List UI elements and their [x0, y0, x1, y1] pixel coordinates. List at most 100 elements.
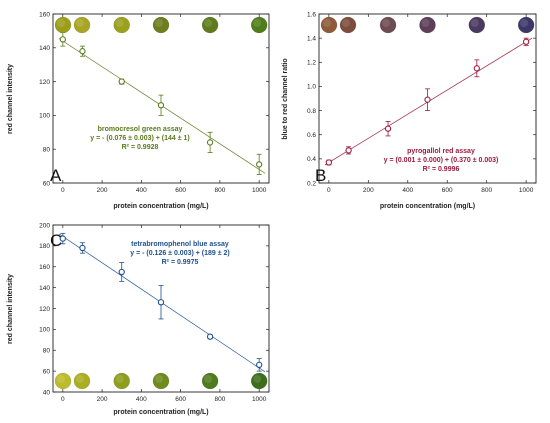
- swatch-highlight: [342, 19, 350, 27]
- x-tick-label: 200: [97, 396, 108, 403]
- y-tick-label: 160: [39, 264, 50, 271]
- sample-swatch: [419, 16, 436, 34]
- x-tick-label: 800: [214, 187, 225, 194]
- assay-name: pyrogallol red assay: [407, 148, 475, 155]
- swatch-highlight: [155, 375, 163, 383]
- y-tick-label: 1.2: [307, 60, 316, 67]
- swatch-highlight: [76, 375, 84, 383]
- y-tick-label: 40: [43, 389, 51, 396]
- x-tick-label: 400: [136, 396, 147, 403]
- x-tick-label: 400: [402, 187, 413, 194]
- x-axis-label: protein concentration (mg/L): [113, 409, 208, 416]
- y-axis-label: blue to red channel ratio: [282, 58, 289, 139]
- r-squared: R² = 0.9975: [162, 259, 199, 266]
- y-tick-label: 60: [43, 180, 51, 187]
- swatch-highlight: [253, 19, 262, 27]
- assay-name: bromocresol green assay: [98, 126, 183, 133]
- sample-swatch: [73, 372, 91, 390]
- sample-swatch: [73, 16, 91, 34]
- chart-panel-b: 0.2 0.4 0.6 0.8 1.0 1.2 1.4 1.6 0 200 400 600 800 100…: [282, 11, 537, 210]
- sample-swatch: [517, 16, 535, 34]
- swatch-highlight: [382, 19, 391, 27]
- plot-frame: [52, 13, 270, 184]
- swatch-highlight: [155, 19, 163, 27]
- data-point: [206, 333, 214, 340]
- r-squared: R² = 0.9996: [423, 166, 460, 173]
- panel-letter: C: [50, 231, 62, 250]
- sample-swatch: [250, 372, 268, 390]
- panel-letter: B: [315, 166, 326, 185]
- x-tick-label: 0: [327, 187, 331, 194]
- y-axis-label: red channel intensity: [7, 64, 14, 134]
- sample-swatch: [54, 372, 72, 390]
- sample-swatch: [250, 16, 268, 34]
- y-tick-label: 120: [39, 306, 50, 313]
- y-tick-label: 180: [39, 243, 50, 250]
- swatch-highlight: [253, 375, 262, 383]
- x-tick-label: 600: [442, 187, 453, 194]
- sample-swatch: [379, 16, 397, 34]
- data-point: [118, 78, 125, 85]
- sample-swatch: [54, 16, 72, 34]
- data-point: [384, 125, 392, 132]
- x-tick-label: 0: [61, 187, 65, 194]
- y-tick-label: 1.0: [307, 84, 316, 91]
- sample-swatch: [113, 372, 131, 390]
- data-point: [59, 36, 66, 43]
- data-point: [79, 244, 86, 252]
- swatch-highlight: [115, 375, 124, 383]
- data-point: [522, 38, 530, 45]
- y-tick-label: 60: [43, 368, 51, 375]
- sample-swatch: [113, 16, 131, 34]
- swatch-highlight: [115, 19, 124, 27]
- swatch-highlight: [520, 19, 529, 27]
- swatch-highlight: [204, 375, 213, 383]
- data-point: [424, 96, 431, 103]
- x-tick-label: 200: [363, 187, 374, 194]
- sample-swatch: [320, 16, 338, 34]
- x-tick-label: 1000: [252, 187, 267, 194]
- x-tick-label: 800: [214, 396, 225, 403]
- y-tick-label: 200: [39, 222, 50, 229]
- y-axis-label: red channel intensity: [7, 274, 14, 344]
- y-tick-label: 0.4: [307, 156, 316, 163]
- x-tick-label: 1000: [519, 187, 534, 194]
- data-point: [345, 147, 352, 154]
- plot-frame: [318, 13, 537, 184]
- x-tick-label: 1000: [252, 396, 267, 403]
- y-tick-label: 0.6: [307, 132, 316, 139]
- y-tick-label: 1.4: [307, 35, 316, 42]
- data-point: [256, 161, 263, 168]
- data-point: [206, 139, 214, 146]
- x-tick-label: 800: [481, 187, 492, 194]
- sample-swatch: [201, 16, 219, 34]
- data-point: [157, 299, 165, 306]
- data-point: [118, 268, 125, 276]
- sample-swatch: [339, 16, 357, 34]
- sample-swatch: [201, 372, 219, 390]
- y-tick-label: 120: [39, 79, 50, 86]
- data-point: [59, 235, 66, 242]
- y-tick-label: 160: [39, 11, 50, 18]
- assay-name: tetrabromophenol blue assay: [131, 241, 229, 248]
- data-point: [79, 48, 86, 55]
- swatch-highlight: [323, 19, 331, 27]
- x-tick-label: 400: [136, 187, 147, 194]
- y-tick-label: 80: [43, 348, 51, 355]
- swatch-highlight: [76, 19, 84, 27]
- swatch-highlight: [421, 19, 430, 27]
- sample-swatch: [152, 372, 170, 390]
- panel-letter: A: [50, 166, 62, 185]
- x-axis-label: protein concentration (mg/L): [380, 203, 475, 210]
- swatch-highlight: [57, 375, 65, 383]
- r-squared: R² = 0.9928: [122, 144, 159, 151]
- y-tick-label: 140: [39, 285, 50, 292]
- x-axis-label: protein concentration (mg/L): [113, 203, 208, 210]
- sample-swatch: [152, 16, 170, 34]
- swatch-highlight: [204, 19, 213, 27]
- y-tick-label: 80: [43, 147, 51, 154]
- data-point: [325, 159, 333, 166]
- sample-swatch: [468, 16, 486, 34]
- data-point: [157, 102, 165, 109]
